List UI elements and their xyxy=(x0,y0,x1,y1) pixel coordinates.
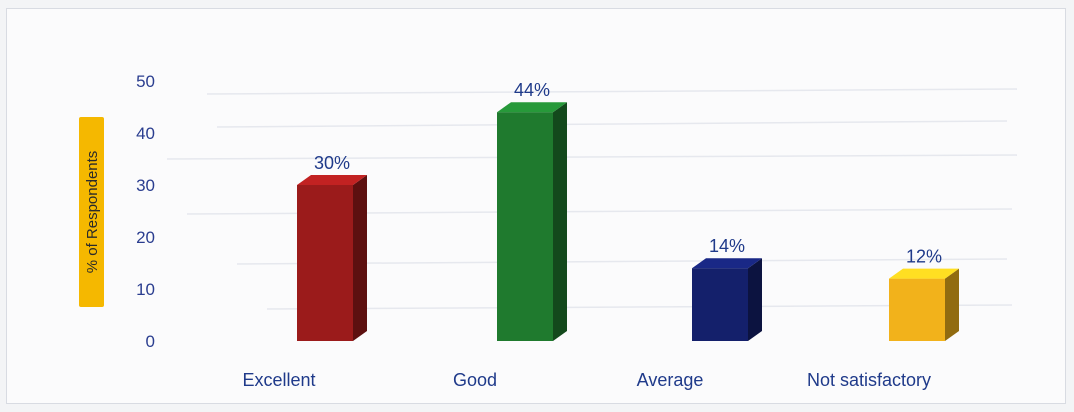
data-label: 14% xyxy=(709,236,745,256)
background-streaks xyxy=(166,88,1018,310)
data-label: 30% xyxy=(314,153,350,173)
category-label: Excellent xyxy=(242,370,315,390)
bars xyxy=(297,102,959,341)
bar-top xyxy=(889,268,959,279)
bar-excellent xyxy=(297,175,367,341)
bar-top xyxy=(692,258,762,269)
category-labels: Excellent Good Average Not satisfactory xyxy=(242,370,931,390)
y-axis-ticks: 0 10 20 30 40 50 xyxy=(136,72,155,351)
chart-frame: % of Respondents 0 10 20 30 40 50 30% 44% 14% 12… xyxy=(6,8,1066,404)
bar-side xyxy=(353,175,367,341)
category-label: Average xyxy=(637,370,704,390)
bar-average xyxy=(692,258,762,341)
bar-top xyxy=(297,175,367,185)
background-streak xyxy=(266,304,1013,310)
bar-front xyxy=(692,268,748,341)
bar-side xyxy=(945,268,959,341)
y-tick-label: 30 xyxy=(136,176,155,195)
bar-side xyxy=(553,102,567,341)
bar-front xyxy=(297,185,353,341)
bar-not-satisfactory xyxy=(889,268,959,341)
bar-top xyxy=(497,102,567,113)
y-tick-label: 20 xyxy=(136,228,155,247)
bar-front xyxy=(889,278,945,341)
background-streak xyxy=(206,88,1018,95)
y-tick-label: 0 xyxy=(146,332,155,351)
bar-good xyxy=(497,102,567,341)
y-axis-title: % of Respondents xyxy=(84,151,101,274)
background-streak xyxy=(166,154,1018,160)
category-label: Not satisfactory xyxy=(807,370,931,390)
y-tick-label: 40 xyxy=(136,124,155,143)
background-streak xyxy=(216,120,1008,128)
bar-chart: % of Respondents 0 10 20 30 40 50 30% 44% 14% 12… xyxy=(79,72,1018,390)
bar-side xyxy=(748,258,762,341)
data-labels: 30% 44% 14% 12% xyxy=(314,80,942,266)
bar-front xyxy=(497,112,553,341)
y-axis-title-background xyxy=(79,117,104,307)
category-label: Good xyxy=(453,370,497,390)
y-axis-title-group: % of Respondents xyxy=(79,117,104,307)
y-tick-label: 10 xyxy=(136,280,155,299)
data-label: 12% xyxy=(906,247,942,267)
y-tick-label: 50 xyxy=(136,72,155,91)
data-label: 44% xyxy=(514,80,550,100)
